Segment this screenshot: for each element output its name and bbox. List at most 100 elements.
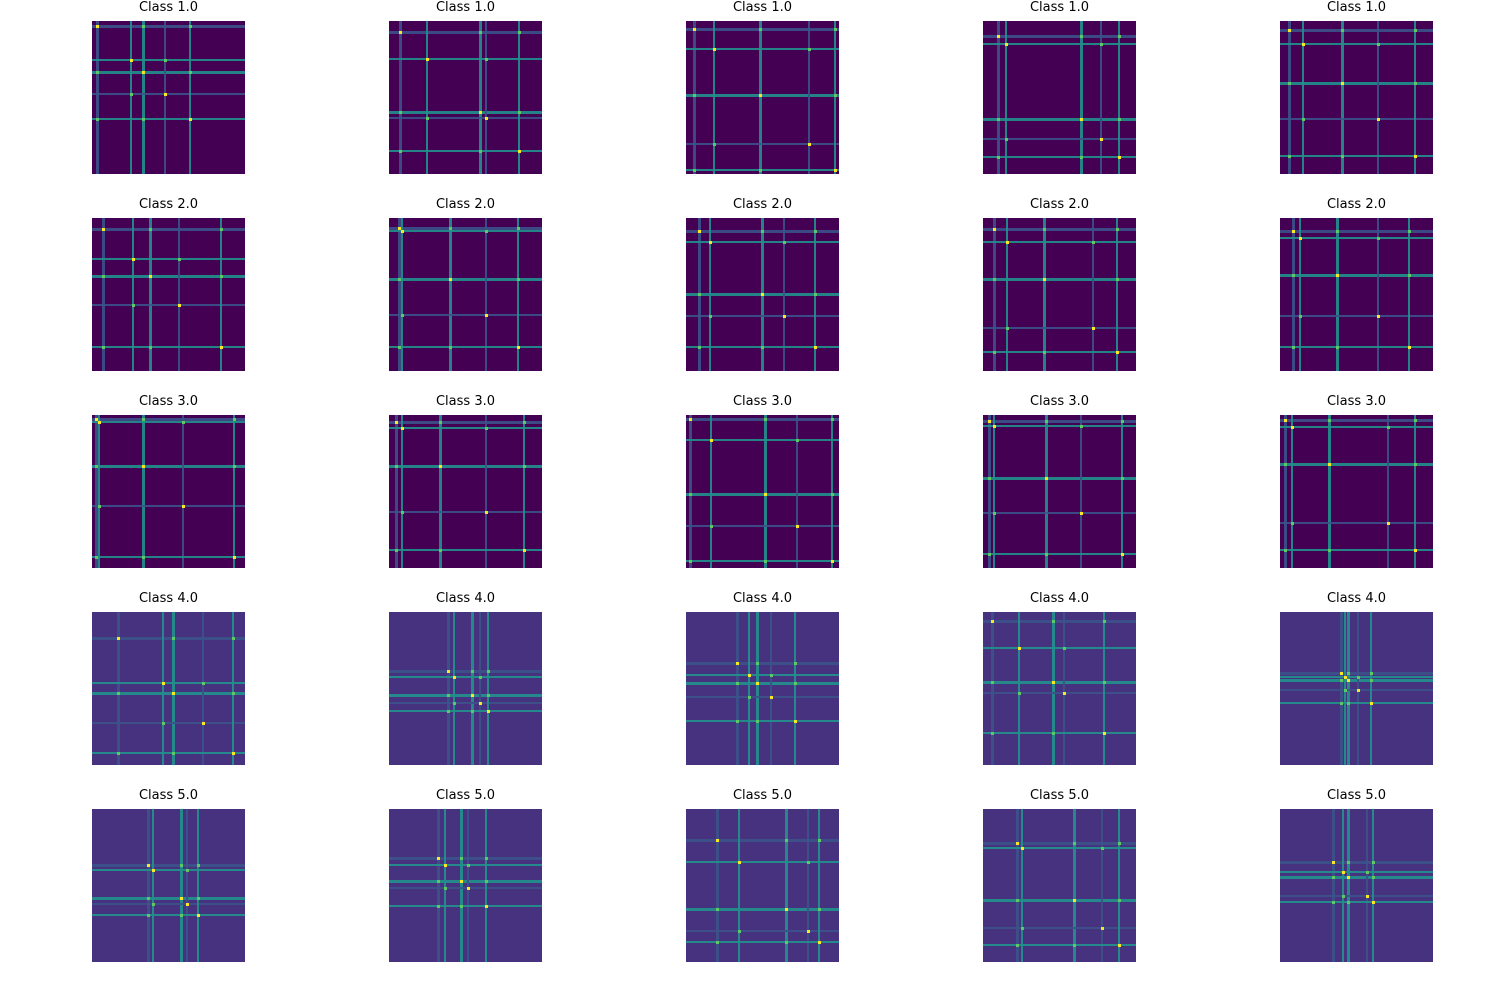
heatmap-intersection — [1043, 351, 1046, 354]
heatmap-intersection — [1347, 672, 1350, 675]
heatmap-intersection — [444, 864, 447, 867]
heatmap-image — [92, 809, 245, 962]
heatmap-intersection — [518, 31, 521, 34]
heatmap-column-band — [738, 809, 740, 962]
heatmap-row-band — [983, 944, 1136, 946]
heatmap-column-band — [689, 415, 692, 568]
heatmap-row-band — [983, 156, 1136, 158]
heatmap-intersection — [220, 228, 223, 231]
heatmap-background — [1280, 218, 1433, 371]
heatmap-intersection — [997, 35, 1000, 38]
heatmap-intersection — [1101, 847, 1104, 850]
heatmap-column-band — [220, 218, 222, 371]
heatmap-intersection — [1366, 895, 1369, 898]
heatmap-intersection — [172, 692, 175, 695]
heatmap-column-band — [834, 21, 836, 174]
heatmap-intersection — [485, 511, 488, 514]
heatmap-intersection — [460, 880, 463, 883]
heatmap-column-band — [233, 415, 235, 568]
heatmap-intersection — [460, 857, 463, 860]
heatmap-panel: Class 4.0 — [983, 591, 1136, 765]
heatmap-column-band — [460, 809, 463, 962]
heatmap-intersection — [518, 150, 521, 153]
heatmap-intersection — [1018, 692, 1021, 695]
heatmap-background — [389, 21, 542, 174]
heatmap-intersection — [1006, 327, 1009, 330]
heatmap-background — [1280, 809, 1433, 962]
heatmap-column-band — [1021, 809, 1023, 962]
heatmap-intersection — [1414, 549, 1417, 552]
panel-title: Class 2.0 — [1326, 197, 1386, 212]
heatmap-intersection — [517, 346, 520, 349]
heatmap-intersection — [172, 752, 175, 755]
heatmap-column-band — [426, 21, 428, 174]
heatmap-column-band — [447, 612, 450, 765]
heatmap-intersection — [759, 169, 762, 172]
heatmap-image — [389, 218, 542, 371]
heatmap-intersection — [1299, 315, 1302, 318]
heatmap-intersection — [1340, 702, 1343, 705]
heatmap-column-band — [1100, 21, 1102, 174]
heatmap-intersection — [1005, 138, 1008, 141]
heatmap-background — [1280, 21, 1433, 174]
heatmap-intersection — [1332, 876, 1335, 879]
heatmap-intersection — [467, 887, 470, 890]
heatmap-intersection — [1340, 679, 1343, 682]
heatmap-intersection — [709, 241, 712, 244]
heatmap-intersection — [1021, 847, 1024, 850]
heatmap-column-band — [479, 21, 482, 174]
heatmap-intersection — [102, 275, 105, 278]
panel-title: Class 1.0 — [1326, 0, 1386, 15]
heatmap-intersection — [1347, 861, 1350, 864]
heatmap-panel: Class 3.0 — [389, 394, 542, 568]
heatmap-intersection — [794, 682, 797, 685]
heatmap-row-band — [389, 670, 542, 673]
heatmap-column-band — [96, 21, 99, 174]
heatmap-image — [983, 415, 1136, 568]
heatmap-intersection — [479, 150, 482, 153]
heatmap-intersection — [467, 864, 470, 867]
heatmap-row-band — [92, 118, 245, 120]
heatmap-column-band — [1284, 415, 1287, 568]
heatmap-column-band — [807, 809, 809, 962]
heatmap-row-band — [92, 465, 245, 468]
heatmap-row-band — [92, 418, 245, 421]
heatmap-intersection — [818, 941, 821, 944]
heatmap-intersection — [814, 293, 817, 296]
heatmap-intersection — [1414, 155, 1417, 158]
heatmap-column-band — [770, 612, 772, 765]
heatmap-intersection — [1357, 676, 1360, 679]
heatmap-intersection — [437, 905, 440, 908]
heatmap-intersection — [152, 903, 155, 906]
heatmap-column-band — [783, 218, 785, 371]
heatmap-intersection — [834, 28, 837, 31]
panel-title: Class 4.0 — [732, 591, 792, 606]
heatmap-image — [1280, 415, 1433, 568]
heatmap-row-band — [92, 228, 245, 231]
heatmap-intersection — [1336, 274, 1339, 277]
heatmap-intersection — [831, 560, 834, 563]
heatmap-row-band — [389, 117, 542, 119]
heatmap-image — [983, 809, 1136, 962]
heatmap-column-band — [1370, 612, 1372, 765]
heatmap-row-band — [686, 418, 839, 421]
heatmap-column-band — [117, 612, 120, 765]
heatmap-intersection — [447, 670, 450, 673]
heatmap-intersection — [716, 839, 719, 842]
heatmap-intersection — [233, 418, 236, 421]
heatmap-column-band — [186, 809, 188, 962]
panel-title: Class 3.0 — [1326, 394, 1386, 409]
heatmap-intersection — [1302, 118, 1305, 121]
heatmap-intersection — [1116, 228, 1119, 231]
heatmap-intersection — [1116, 351, 1119, 354]
heatmap-intersection — [761, 293, 764, 296]
heatmap-row-band — [686, 493, 839, 496]
heatmap-row-band — [983, 425, 1136, 427]
heatmap-intersection — [1347, 702, 1350, 705]
heatmap-row-band — [686, 941, 839, 943]
heatmap-intersection — [1387, 522, 1390, 525]
heatmap-intersection — [1414, 463, 1417, 466]
heatmap-intersection — [1092, 327, 1095, 330]
heatmap-row-band — [983, 351, 1136, 353]
heatmap-intersection — [426, 117, 429, 120]
